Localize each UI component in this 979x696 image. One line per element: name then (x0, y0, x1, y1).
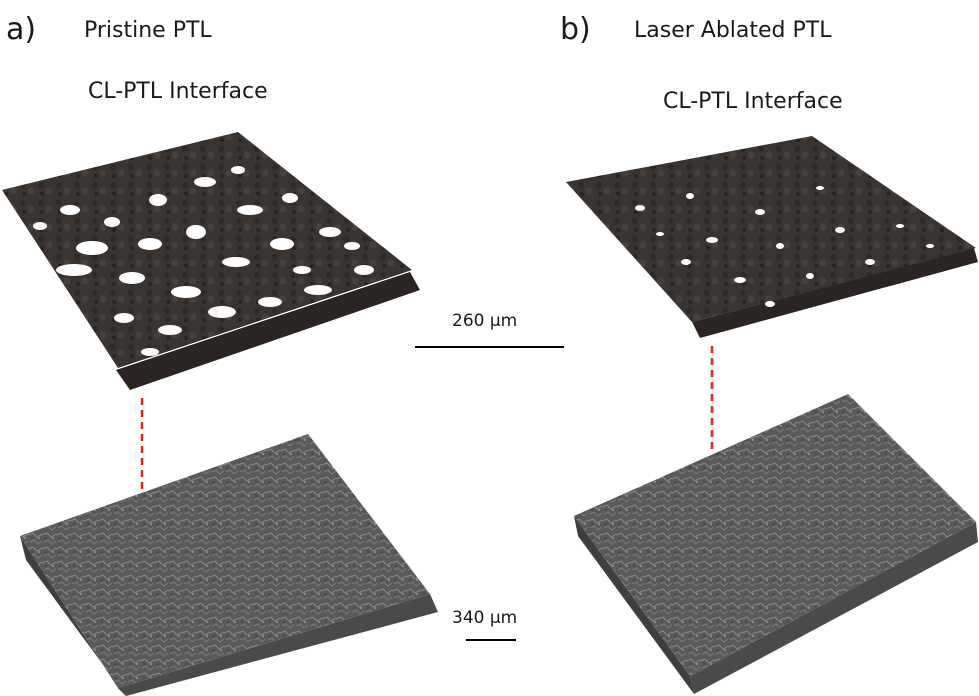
panel-a-block-top (20, 434, 430, 688)
scale-bar-bottom-label: 340 μm (452, 608, 518, 628)
panel-b-block-front (574, 516, 694, 694)
panel-a-block-side (118, 594, 438, 696)
panel-b-surface-top (566, 136, 976, 322)
panel-b-surface-side (692, 248, 978, 338)
panel-a-surface-side (116, 272, 420, 390)
panel-a-interface-label: CL-PTL Interface (88, 79, 268, 104)
panel-b-letter: b) (560, 12, 591, 47)
panel-b-title: Laser Ablated PTL (634, 18, 832, 43)
panel-b-block-side (690, 522, 978, 694)
panel-b-interface-label: CL-PTL Interface (663, 89, 843, 114)
panel-a-pores (33, 166, 374, 356)
scale-bar-top-label: 260 μm (452, 311, 518, 331)
panel-a-bulk-block (20, 434, 438, 696)
panel-b-pores (635, 186, 934, 307)
panel-b-interface-surface (566, 136, 978, 338)
panel-b-bulk-block (574, 394, 978, 694)
panel-a-surface-top (2, 132, 412, 368)
panel-b-block-top (574, 394, 976, 676)
panel-a-letter: a) (6, 12, 37, 47)
panel-a-interface-surface (2, 132, 420, 390)
panel-a-title: Pristine PTL (84, 18, 212, 43)
